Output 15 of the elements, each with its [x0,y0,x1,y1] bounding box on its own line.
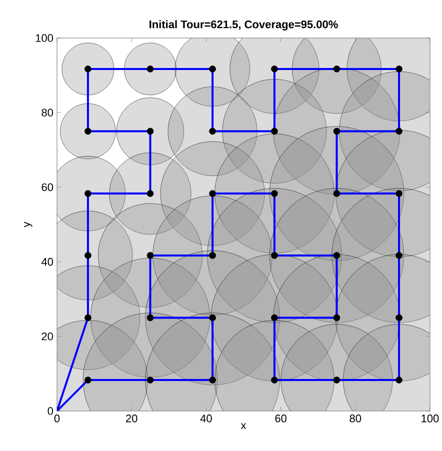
x-tick-label: 80 [350,414,362,422]
x-tick-label: 60 [275,414,286,422]
x-tick-label: 20 [126,414,138,422]
x-tick-label: 100 [422,414,439,422]
y-tick-label: 20 [42,332,54,340]
y-axis-title: y [24,222,32,228]
x-axis-title: x [240,423,246,429]
y-tick-label: 0 [48,407,54,415]
x-tick-label: 40 [200,414,212,422]
x-tick-label: 0 [54,414,60,422]
y-tick-label: 40 [41,258,54,266]
y-tick-label: 60 [42,183,54,192]
y-tick-label: 100 [36,34,54,42]
y-tick-label: 80 [42,108,54,116]
chart-title: Initial Tour=621.5, Coverage=95.00% [150,20,338,30]
